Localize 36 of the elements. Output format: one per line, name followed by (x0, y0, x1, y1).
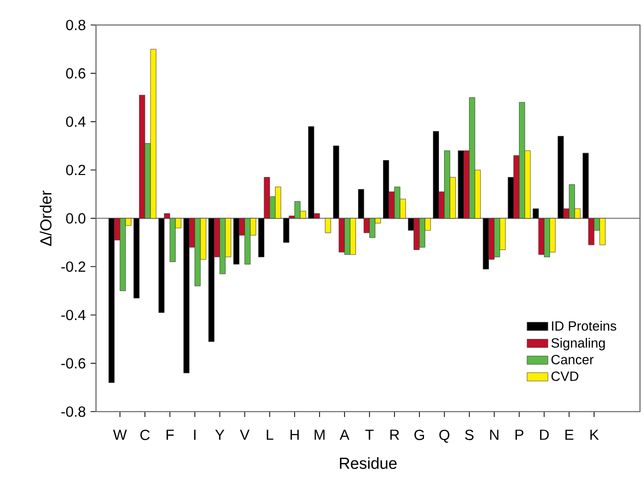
x-tick-label: E (565, 430, 574, 440)
x-tick-label: K (590, 430, 599, 440)
x-tick-label: H (290, 430, 299, 440)
y-tick-label: 0.6 (66, 68, 86, 79)
y-tick-label: -0.4 (61, 310, 86, 320)
x-tick-label: S (465, 430, 474, 440)
x-tick-label: F (166, 430, 174, 440)
x-tick-label: Y (215, 430, 224, 440)
x-tick-label: V (240, 430, 250, 440)
bar (324, 218, 331, 234)
y-tick-label: -0.6 (61, 358, 86, 369)
x-tick-label: I (194, 430, 196, 440)
legend-label: ID Proteins (552, 320, 616, 331)
y-tick-label: 0.2 (66, 164, 86, 176)
legend-label: Signaling (551, 338, 605, 350)
x-tick-label: D (540, 430, 549, 440)
y-tick-label: -0.8 (61, 406, 86, 417)
x-axis-title: Residue (340, 457, 397, 469)
x-tick-label: M (314, 430, 324, 440)
legend-label: Cancer (551, 354, 594, 364)
x-tick-label: A (340, 430, 350, 440)
x-tick-label: P (516, 430, 524, 440)
y-tick-label: 0.4 (66, 116, 86, 127)
x-tick-label: G (414, 430, 424, 440)
x-tick-label: R (390, 430, 400, 440)
x-tick-label: W (113, 430, 127, 440)
y-tick-label: -0.2 (61, 261, 86, 272)
x-tick-label: L (266, 430, 274, 440)
legend-label: CVD (551, 372, 578, 381)
x-tick-label: Q (439, 430, 450, 443)
x-tick-label: T (365, 430, 374, 440)
x-tick-label: N (490, 430, 498, 440)
y-tick-label: 0.8 (66, 20, 86, 30)
y-tick-label: 0.0 (66, 213, 86, 224)
y-axis-title: Δ/Order (40, 190, 52, 246)
x-tick-label: C (140, 430, 150, 440)
